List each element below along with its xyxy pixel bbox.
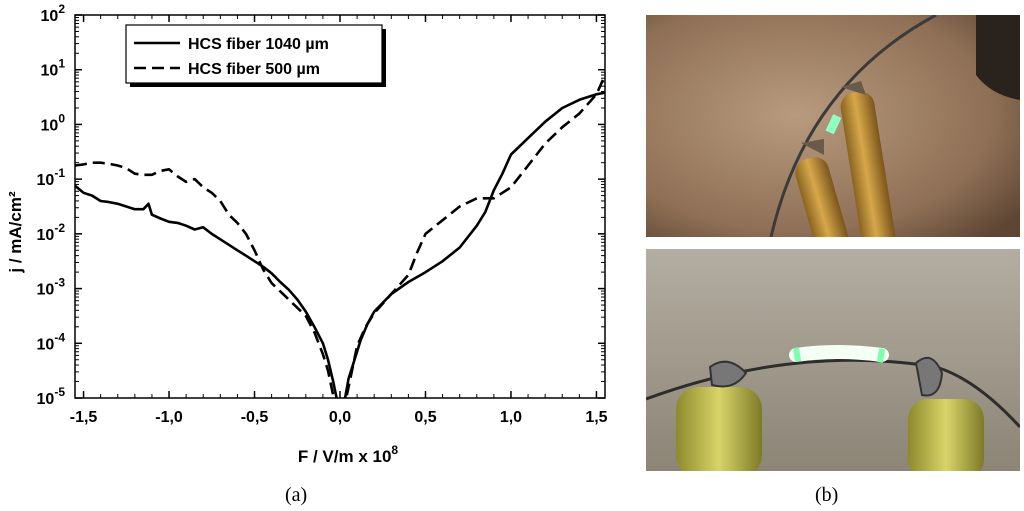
x-tick-label: -1,0 [155,409,183,426]
y-tick-label: 10-3 [37,276,66,299]
legend: HCS fiber 1040 µm HCS fiber 500 µm [125,24,386,87]
legend-shadow-right [382,29,386,87]
y-tick-label: 100 [41,111,66,134]
legend-box [125,24,383,84]
legend-shadow-bottom [130,83,386,87]
series-line-3 [345,74,605,396]
x-axis-title: F / V/m x 108 [298,443,399,466]
y-tick-label: 10-4 [37,330,66,353]
series-lines [75,74,605,398]
x-tick-label: -0,5 [241,409,269,426]
x-tick-label: -1,5 [70,409,98,426]
series-line-0 [75,184,338,398]
y-tick-label: 101 [41,57,66,80]
y-axis-title: j / mA/cm² [6,191,25,274]
series-line-1 [343,91,605,398]
x-tick-label: 1,0 [500,409,522,426]
x-tick-label: 0,5 [414,409,436,426]
y-tick-label: 102 [41,2,66,25]
x-tick-label: 1,5 [585,409,607,426]
y-tick-label: 10-2 [37,221,66,244]
legend-label-0: HCS fiber 1040 µm [188,36,329,53]
x-tick-label: 0,0 [329,409,351,426]
y-axis-ticks: 10-5 10-4 10-3 10-2 10-1 100 101 102 [37,2,605,408]
y-tick-label: 10-5 [37,385,66,408]
panel-label-a: (a) [285,484,308,506]
chart-panel-a: 10-5 10-4 10-3 10-2 10-1 100 101 102 -1,5 -1,0 -0… [6,2,608,466]
panel-label-b: (b) [815,484,839,506]
series-line-2 [75,161,335,396]
x-axis-ticks: -1,5 -1,0 -0,5 0,0 0,5 1,0 1,5 [70,15,608,426]
legend-label-1: HCS fiber 500 µm [188,61,320,78]
photo-fiber-glowing-bottom [646,249,1020,471]
y-tick-label: 10-1 [37,166,66,189]
photo-fiber-glowing-top [646,15,1020,237]
